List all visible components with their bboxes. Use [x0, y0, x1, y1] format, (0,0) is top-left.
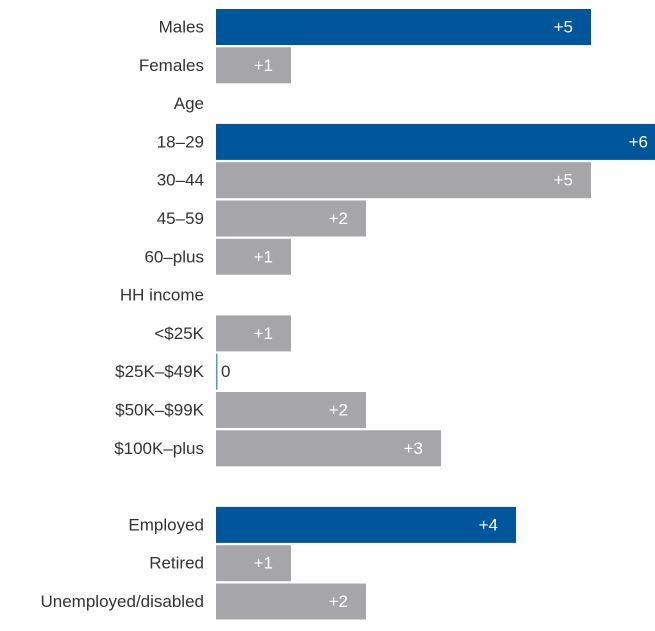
data-label: +2 [329, 592, 348, 611]
bar [216, 9, 591, 45]
category-label: 18–29 [157, 132, 204, 151]
row-18-29: 18–29 +6 [157, 123, 655, 160]
category-label: 30–44 [157, 171, 204, 190]
data-label: +5 [554, 171, 573, 190]
row-hh-income: HH income [120, 286, 204, 305]
category-label: $100K–plus [114, 439, 204, 458]
data-label: +6 [629, 132, 648, 151]
category-label: Retired [149, 554, 204, 573]
bar [216, 506, 516, 543]
category-label: Females [139, 56, 204, 75]
category-label: Males [159, 18, 204, 37]
bar [216, 315, 291, 352]
row-25k: <$25K +1 [154, 315, 291, 352]
row-30-44: 30–44 +5 [157, 162, 591, 199]
row-45-59: 45–59 +2 [157, 200, 366, 237]
row-retired: Retired +1 [149, 545, 291, 582]
data-label: +1 [254, 554, 273, 573]
data-label: +1 [254, 324, 273, 343]
bar [216, 545, 291, 582]
row-100k-plus: $100K–plus +3 [114, 430, 441, 467]
row-25k-49k: $25K–$49K 0 [115, 353, 230, 390]
bar [216, 392, 366, 428]
data-label: +5 [554, 18, 573, 37]
bar [216, 123, 655, 160]
category-label: <$25K [154, 324, 204, 343]
data-label: +4 [479, 515, 498, 534]
row-60-plus: 60–plus +1 [144, 238, 291, 275]
row-females: Females +1 [139, 47, 291, 84]
row-50k-99k: $50K–$99K +2 [115, 392, 366, 428]
data-label: +1 [254, 56, 273, 75]
row-males: Males +5 [159, 9, 591, 45]
bar [216, 430, 441, 467]
category-label: 45–59 [157, 209, 204, 228]
data-label: 0 [221, 362, 230, 381]
bar [216, 353, 218, 390]
data-label: +1 [254, 247, 273, 266]
bar [216, 47, 291, 84]
group-header-label: Age [174, 94, 204, 113]
category-label: Employed [128, 515, 204, 534]
bar [216, 200, 366, 237]
bar [216, 162, 591, 199]
bar [216, 583, 366, 620]
row-age: Age [174, 94, 204, 113]
data-label: +3 [404, 439, 423, 458]
row-employed: Employed +4 [128, 506, 516, 543]
data-label: +2 [329, 209, 348, 228]
data-label: +2 [329, 401, 348, 420]
group-header-label: HH income [120, 286, 204, 305]
category-label: 60–plus [144, 247, 204, 266]
category-label: $25K–$49K [115, 362, 205, 381]
row-unemployed-disabled: Unemployed/disabled +2 [41, 583, 366, 620]
bar [216, 238, 291, 275]
category-label: Unemployed/disabled [41, 592, 205, 611]
category-label: $50K–$99K [115, 401, 205, 420]
